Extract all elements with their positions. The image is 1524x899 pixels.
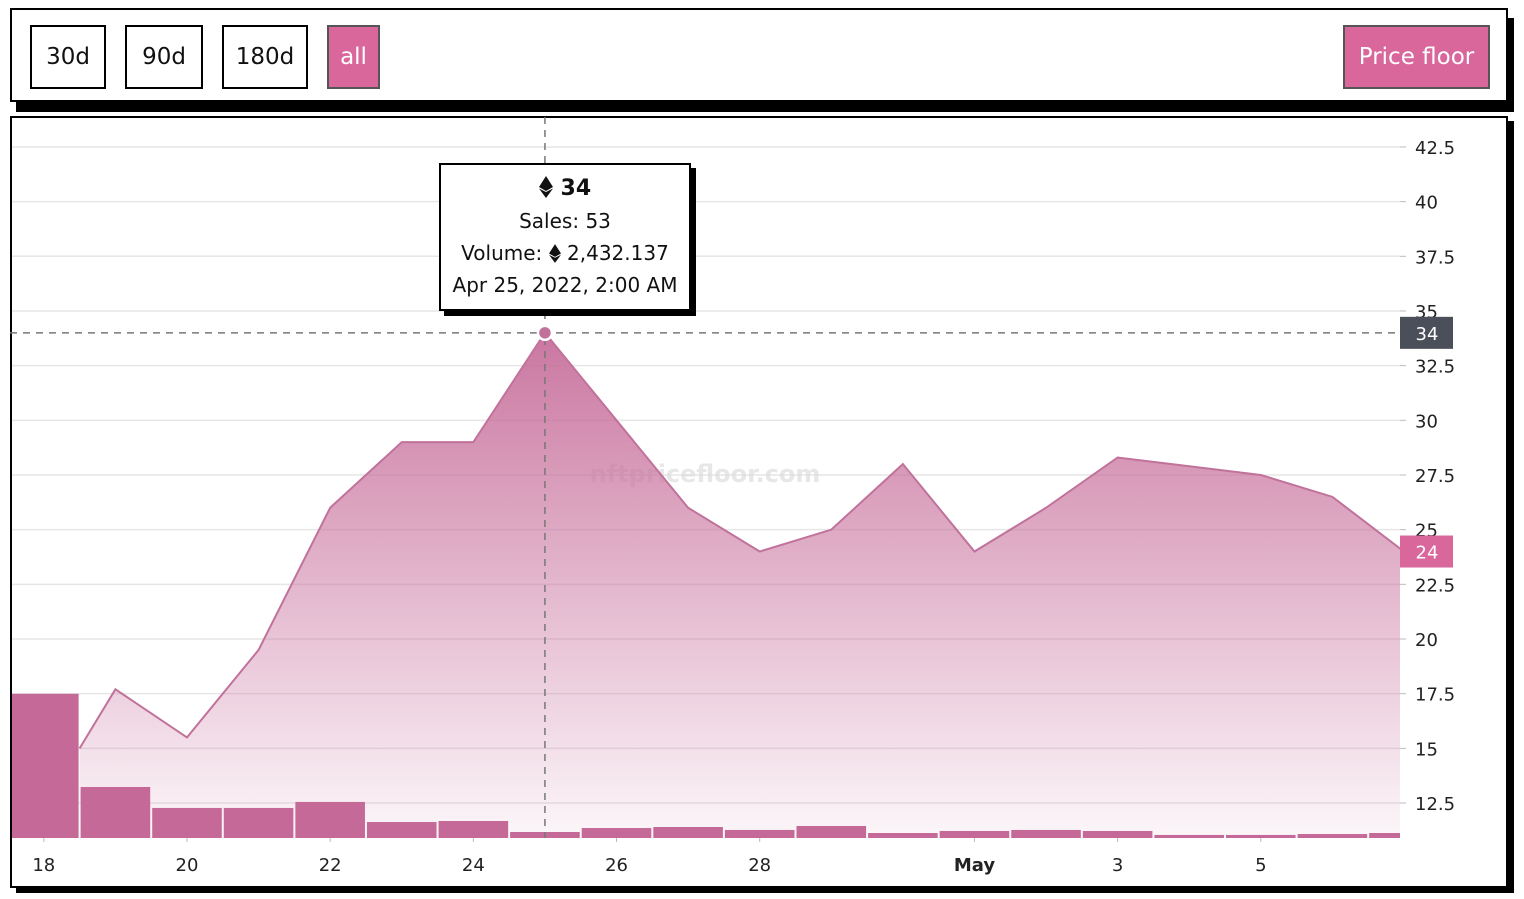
tooltip-price: 34 <box>441 173 689 205</box>
sales-bar <box>581 828 652 838</box>
tooltip: 34 Sales: 53 Volume: 2,432.137 Apr 25, 2… <box>439 163 691 311</box>
sales-bar <box>1082 830 1153 838</box>
toolbar: 30d 90d 180d all Price floor <box>10 8 1508 102</box>
sales-label: Sales: <box>519 209 580 233</box>
sales-bar <box>653 827 723 838</box>
x-tick-label: May <box>954 855 996 876</box>
sales-bar <box>223 807 294 838</box>
sales-bar <box>1226 834 1296 838</box>
price-line <box>78 331 1400 749</box>
tooltip-volume: Volume: 2,432.137 <box>441 237 689 269</box>
x-tick-label: 20 <box>176 855 199 876</box>
y-tick-label: 20 <box>1415 630 1438 651</box>
tooltip-date: Apr 25, 2022, 2:00 AM <box>452 273 678 297</box>
sales-bar <box>80 786 151 838</box>
y-tick-label: 17.5 <box>1415 685 1455 706</box>
y-tick-label: 42.5 <box>1415 138 1455 159</box>
last-value-label: 24 <box>1416 543 1439 564</box>
sales-bar <box>796 825 867 838</box>
metric-button[interactable]: Price floor <box>1343 25 1490 89</box>
sales-bar <box>868 833 938 838</box>
sales-bar <box>724 829 795 838</box>
volume-value: 2,432.137 <box>567 241 669 265</box>
sales-bar <box>1011 829 1081 838</box>
y-tick-label: 27.5 <box>1415 466 1455 487</box>
x-tick-label: 26 <box>605 855 628 876</box>
x-tick-label: 3 <box>1112 855 1123 876</box>
sales-bar <box>1154 834 1225 838</box>
price-area <box>79 332 1400 838</box>
tooltip-price-value: 34 <box>560 176 592 201</box>
range-button[interactable]: 180d <box>222 25 308 89</box>
volume-label: Volume: <box>461 241 543 265</box>
range-button[interactable]: 90d <box>125 25 203 89</box>
y-tick-label: 12.5 <box>1415 794 1455 815</box>
sales-bar <box>939 830 1010 838</box>
y-tick-label: 37.5 <box>1415 247 1455 268</box>
hover-point <box>536 324 554 342</box>
x-tick-label: 28 <box>748 855 771 876</box>
sales-bar <box>438 820 509 838</box>
crosshair-label: 34 <box>1416 324 1439 345</box>
sales-bar <box>1369 833 1400 838</box>
sales-bar <box>366 822 437 838</box>
sales-bar <box>12 693 79 838</box>
crosshair-label-bg <box>1400 316 1453 349</box>
sales-value: 53 <box>585 209 611 233</box>
tooltip-sales: Sales: 53 <box>441 205 689 237</box>
x-tick-label: 24 <box>462 855 485 876</box>
y-tick-label: 15 <box>1415 739 1438 760</box>
x-tick-label: 18 <box>32 855 55 876</box>
sales-bar <box>295 801 365 838</box>
x-tick-label: 22 <box>319 855 342 876</box>
y-tick-label: 30 <box>1415 411 1438 432</box>
sales-bar <box>1297 834 1368 838</box>
range-button[interactable]: 30d <box>30 25 106 89</box>
x-tick-label: 5 <box>1255 855 1266 876</box>
range-button[interactable]: all <box>327 25 380 89</box>
y-tick-label: 32.5 <box>1415 357 1455 378</box>
sales-bar <box>152 807 222 838</box>
y-tick-label: 22.5 <box>1415 575 1455 596</box>
y-tick-label: 40 <box>1415 193 1438 214</box>
last-value-bg <box>1400 535 1453 568</box>
